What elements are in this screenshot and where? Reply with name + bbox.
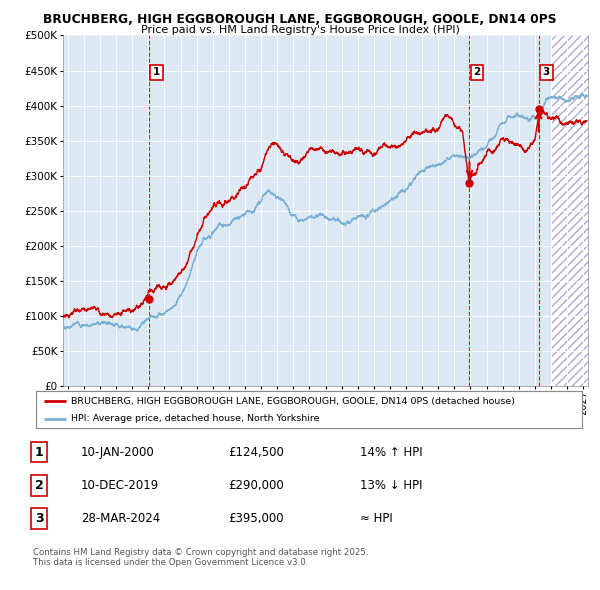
Text: 28-MAR-2024: 28-MAR-2024: [81, 512, 160, 525]
Text: £124,500: £124,500: [228, 445, 284, 459]
Text: 10-DEC-2019: 10-DEC-2019: [81, 478, 159, 492]
Text: Contains HM Land Registry data © Crown copyright and database right 2025.
This d: Contains HM Land Registry data © Crown c…: [33, 548, 368, 567]
Text: 1: 1: [35, 445, 43, 459]
Text: 14% ↑ HPI: 14% ↑ HPI: [360, 445, 422, 459]
Text: BRUCHBERG, HIGH EGGBOROUGH LANE, EGGBOROUGH, GOOLE, DN14 0PS: BRUCHBERG, HIGH EGGBOROUGH LANE, EGGBORO…: [43, 13, 557, 26]
Text: 1: 1: [153, 67, 160, 77]
Text: £395,000: £395,000: [228, 512, 284, 525]
Text: 3: 3: [543, 67, 550, 77]
Bar: [551, 35, 600, 386]
Text: HPI: Average price, detached house, North Yorkshire: HPI: Average price, detached house, Nort…: [71, 414, 320, 423]
Text: Price paid vs. HM Land Registry's House Price Index (HPI): Price paid vs. HM Land Registry's House …: [140, 25, 460, 35]
Text: 2: 2: [35, 478, 43, 492]
Text: 2: 2: [473, 67, 481, 77]
Text: BRUCHBERG, HIGH EGGBOROUGH LANE, EGGBOROUGH, GOOLE, DN14 0PS (detached house): BRUCHBERG, HIGH EGGBOROUGH LANE, EGGBORO…: [71, 397, 515, 406]
Text: 10-JAN-2000: 10-JAN-2000: [81, 445, 155, 459]
Text: 13% ↓ HPI: 13% ↓ HPI: [360, 478, 422, 492]
Text: £290,000: £290,000: [228, 478, 284, 492]
Text: 3: 3: [35, 512, 43, 525]
Text: ≈ HPI: ≈ HPI: [360, 512, 393, 525]
